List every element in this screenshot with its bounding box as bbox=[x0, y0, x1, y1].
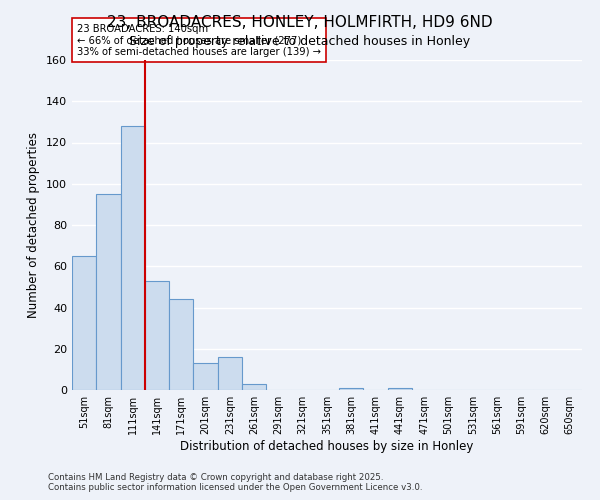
Bar bbox=[169, 299, 193, 390]
Text: Size of property relative to detached houses in Honley: Size of property relative to detached ho… bbox=[130, 35, 470, 48]
Bar bbox=[72, 256, 96, 390]
Text: 23, BROADACRES, HONLEY, HOLMFIRTH, HD9 6ND: 23, BROADACRES, HONLEY, HOLMFIRTH, HD9 6… bbox=[107, 15, 493, 30]
Bar bbox=[145, 280, 169, 390]
Bar bbox=[193, 363, 218, 390]
Bar bbox=[339, 388, 364, 390]
Text: 23 BROADACRES: 140sqm
← 66% of detached houses are smaller (277)
33% of semi-det: 23 BROADACRES: 140sqm ← 66% of detached … bbox=[77, 24, 321, 56]
Bar bbox=[121, 126, 145, 390]
Bar bbox=[242, 384, 266, 390]
Bar bbox=[388, 388, 412, 390]
Bar bbox=[96, 194, 121, 390]
Y-axis label: Number of detached properties: Number of detached properties bbox=[28, 132, 40, 318]
Bar bbox=[218, 357, 242, 390]
Text: Contains HM Land Registry data © Crown copyright and database right 2025.
Contai: Contains HM Land Registry data © Crown c… bbox=[48, 473, 422, 492]
X-axis label: Distribution of detached houses by size in Honley: Distribution of detached houses by size … bbox=[181, 440, 473, 452]
